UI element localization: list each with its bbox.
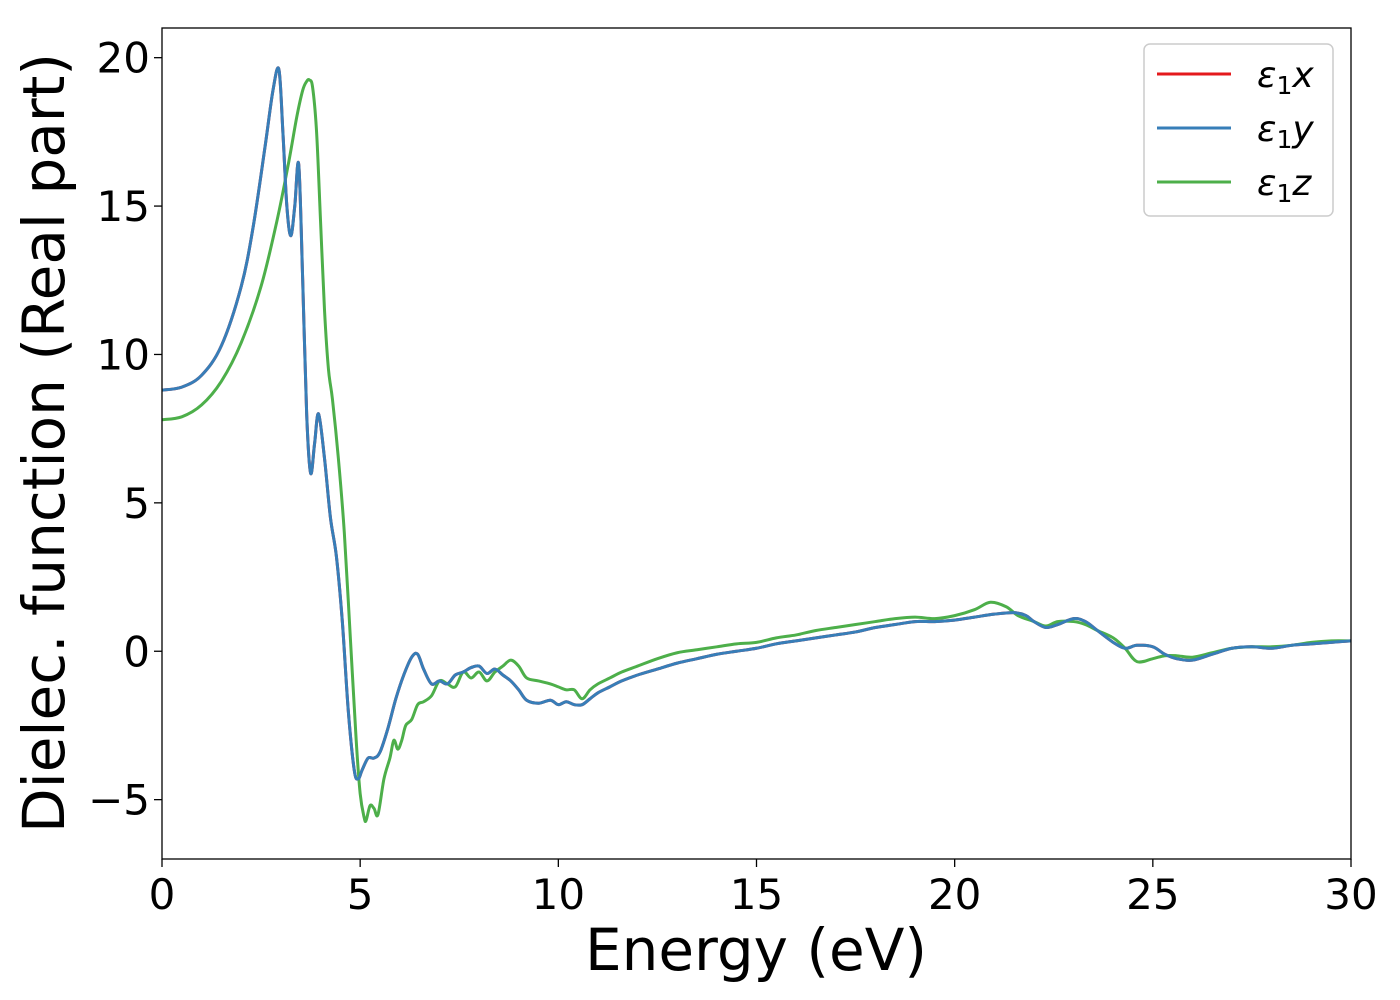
x-tick-label: 30 [1324,870,1377,919]
y-axis-label: Dielec. function (Real part) [10,53,78,833]
series-layer [161,66,1352,824]
series-line-y [161,66,1352,781]
legend-label-z: ε1z [1257,163,1312,208]
y-tick-label: 10 [97,330,150,379]
x-tick-label: 10 [532,870,585,919]
x-tick-label: 20 [928,870,981,919]
legend-box [1143,43,1334,217]
x-tick-label: 0 [149,870,176,919]
legend-label-y: ε1y [1257,109,1314,154]
x-tick-label: 15 [730,870,783,919]
x-axis-ticks: 0 5 10 15 20 25 30 [149,859,1378,919]
x-tick-label: 25 [1126,870,1179,919]
legend: ε1x ε1y ε1z [1143,43,1334,217]
legend-entries: ε1x ε1y ε1z [1157,55,1314,208]
y-tick-label: −5 [88,776,150,825]
y-tick-label: 5 [123,479,150,528]
x-axis-label: Energy (eV) [585,916,927,984]
y-tick-label: 0 [123,627,150,676]
y-tick-label: 20 [97,34,150,83]
x-tick-label: 5 [347,870,374,919]
legend-label-x: ε1x [1257,55,1314,100]
y-tick-label: 15 [97,182,150,231]
y-axis-ticks: −5 0 5 10 15 20 [88,34,162,825]
series-line-z [161,78,1352,824]
